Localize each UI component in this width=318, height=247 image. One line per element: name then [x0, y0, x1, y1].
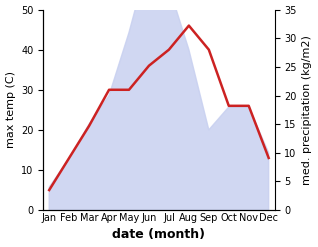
Y-axis label: max temp (C): max temp (C) — [5, 71, 16, 148]
Y-axis label: med. precipitation (kg/m2): med. precipitation (kg/m2) — [302, 35, 313, 185]
X-axis label: date (month): date (month) — [113, 228, 205, 242]
